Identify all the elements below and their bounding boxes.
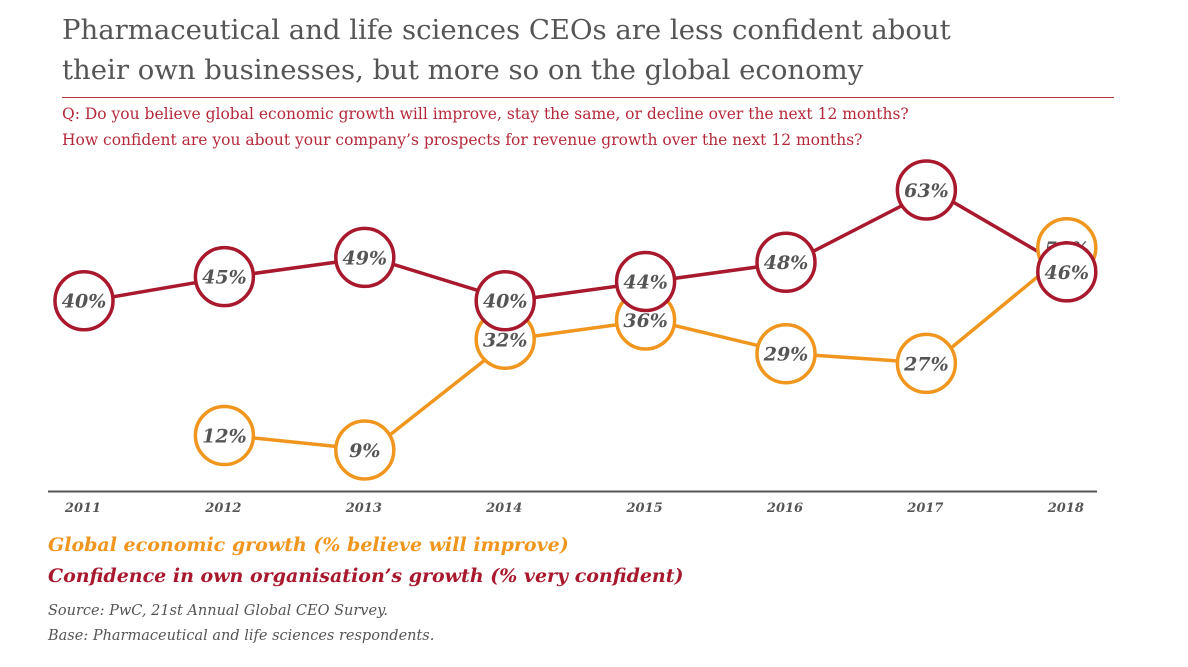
point-confidence-2018 bbox=[1036, 241, 1098, 303]
data-label-global-2015: 36% bbox=[623, 310, 668, 332]
data-label-confidence-2012: 45% bbox=[202, 267, 247, 289]
data-label-confidence-2016: 48% bbox=[764, 252, 809, 274]
data-label-confidence-2017: 63% bbox=[904, 180, 949, 202]
point-confidence-2013 bbox=[334, 226, 396, 289]
x-tick-label-2017: 2017 bbox=[906, 501, 943, 516]
x-tick-label-2016: 2016 bbox=[766, 501, 803, 516]
point-confidence-2014 bbox=[474, 269, 536, 332]
chart-title: Pharmaceutical and life sciences CEOs ar… bbox=[62, 10, 1122, 90]
point-confidence-2015 bbox=[614, 250, 677, 313]
data-label-confidence-2014: 40% bbox=[483, 291, 528, 313]
data-label-global-2013: 9% bbox=[349, 440, 380, 462]
x-tick-label-2012: 2012 bbox=[204, 501, 241, 516]
legend-global-growth: Global economic growth (% believe will i… bbox=[48, 534, 569, 556]
x-tick-label-2014: 2014 bbox=[485, 501, 522, 516]
point-confidence-2016 bbox=[755, 231, 817, 293]
point-global-2012 bbox=[193, 404, 256, 467]
x-tick-label-2013: 2013 bbox=[345, 501, 382, 516]
source-note: Source: PwC, 21st Annual Global CEO Surv… bbox=[48, 603, 388, 619]
point-global-2017 bbox=[895, 332, 958, 395]
point-confidence-2012 bbox=[193, 245, 256, 308]
title-line-1: Pharmaceutical and life sciences CEOs ar… bbox=[62, 14, 951, 46]
data-label-confidence-2018: 46% bbox=[1045, 262, 1090, 284]
title-divider bbox=[62, 97, 1114, 98]
data-label-global-2017: 27% bbox=[903, 353, 949, 375]
x-tick-label-2018: 2018 bbox=[1047, 501, 1084, 516]
point-confidence-2011 bbox=[53, 269, 115, 332]
point-global-2013 bbox=[334, 419, 396, 481]
data-label-confidence-2013: 49% bbox=[343, 247, 388, 269]
base-note: Base: Pharmaceutical and life sciences r… bbox=[48, 628, 435, 644]
point-confidence-2017 bbox=[895, 159, 958, 221]
legend-own-confidence: Confidence in own organisation’s growth … bbox=[48, 565, 684, 587]
title-line-2: their own businesses, but more so on the… bbox=[62, 54, 864, 86]
data-label-confidence-2015: 44% bbox=[623, 271, 668, 293]
data-label-global-2016: 29% bbox=[763, 344, 809, 366]
data-label-global-2012: 12% bbox=[202, 426, 247, 448]
question-1: Q: Do you believe global economic growth… bbox=[62, 105, 909, 123]
question-2: How confident are you about your company… bbox=[62, 131, 863, 149]
point-global-2016 bbox=[755, 322, 817, 385]
data-label-confidence-2011: 40% bbox=[62, 291, 107, 313]
x-tick-label-2011: 2011 bbox=[64, 501, 101, 516]
x-tick-label-2015: 2015 bbox=[626, 501, 663, 516]
data-label-global-2014: 32% bbox=[483, 329, 528, 351]
